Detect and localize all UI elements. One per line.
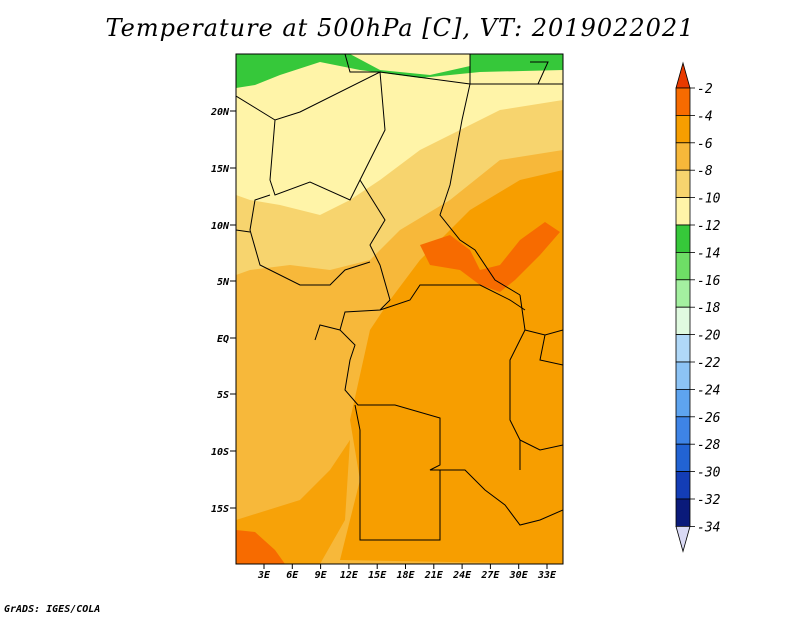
lon-label: 27E [480,570,500,581]
colorbar-label: -30 [697,466,721,481]
colorbar-swatch [675,306,691,336]
credit-label: GrADS: IGES/COLA [4,604,101,615]
colorbar-label: -18 [697,301,721,316]
colorbar-swatch [675,334,691,363]
lat-label: EQ [217,334,229,345]
colorbar-swatch [675,471,691,500]
colorbar-swatch [675,197,691,226]
lat-label: 15S [211,504,229,515]
lon-label: 9E [315,570,328,581]
colorbar-label: -6 [697,137,713,152]
lon-label: 12E [340,570,359,581]
colorbar-label: -2 [697,82,713,97]
map-frame [235,53,564,565]
lon-label: 15E [368,570,387,581]
colorbar-label: -10 [697,192,721,207]
map-title: Temperature at 500hPa [C], VT: 201902202… [105,14,695,42]
colorbar-top-arrow [675,61,691,89]
colorbar-label: -22 [697,356,721,371]
lat-label: 10S [211,447,229,458]
colorbar-label: -26 [697,411,721,426]
colorbar-swatch [675,416,691,445]
lon-label: 33E [537,570,557,581]
colorbar-swatch [675,388,691,418]
colorbar: -2 -4 -6 -8 -10 -12 -14 -16 -18 -20 -22 -24 -26 -28 -3… [675,61,721,553]
lon-label: 21E [424,570,444,581]
colorbar-label: -4 [697,109,713,124]
colorbar-swatch [675,498,691,527]
lon-label: 24E [452,570,472,581]
colorbar-swatch [675,142,691,171]
colorbar-label: -14 [697,246,720,261]
colorbar-swatch [675,169,691,198]
colorbar-swatch [675,443,691,473]
temperature-field [236,54,563,564]
colorbar-label: -34 [697,520,720,535]
lon-label: 6E [286,570,299,581]
colorbar-bottom-arrow [675,526,691,553]
lat-label: 15N [211,164,230,175]
longitude-axis: 3E 6E 9E 12E 15E 18E 21E 24E 27E 30E 33E [257,564,557,581]
colorbar-label: -32 [697,493,721,508]
colorbar-swatch [675,279,691,308]
colorbar-swatch [675,115,691,144]
colorbar-label: -8 [697,164,713,179]
lon-label: 18E [396,570,415,581]
colorbar-label: -12 [697,219,721,234]
colorbar-swatch [675,251,691,281]
colorbar-label: -20 [697,329,721,344]
colorbar-swatch [675,361,691,390]
lon-label: 30E [509,570,529,581]
lat-label: 5N [217,277,230,288]
lat-label: 10N [211,221,230,232]
lon-label: 3E [257,570,271,581]
colorbar-label: -16 [697,274,721,289]
latitude-axis: 20N 15N 10N 5N EQ 5S 10S 15S [210,107,236,515]
lat-label: 20N [210,107,230,118]
colorbar-swatch [675,224,691,253]
country-borders [236,54,563,541]
colorbar-label: -28 [697,438,721,453]
colorbar-swatch [675,87,691,116]
lat-label: 5S [217,390,229,401]
colorbar-label: -24 [697,383,720,398]
